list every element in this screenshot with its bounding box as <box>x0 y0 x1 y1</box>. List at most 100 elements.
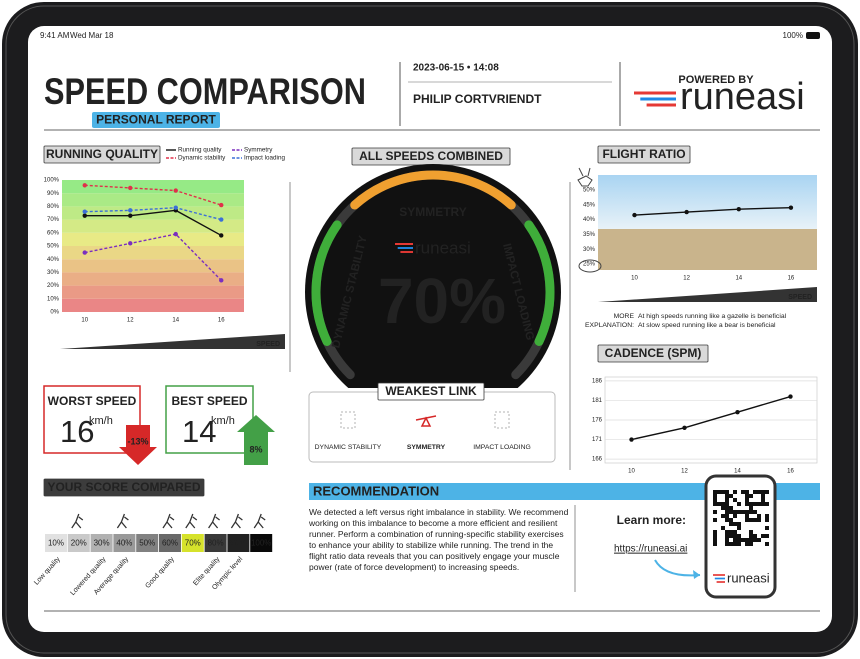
x-tick-label: 10 <box>631 276 638 282</box>
qr-cell <box>753 510 757 514</box>
data-point <box>128 208 133 213</box>
qr-cell <box>721 526 725 530</box>
score-title-box <box>43 478 205 497</box>
data-point <box>788 394 793 399</box>
qr-cell <box>725 490 729 494</box>
qr-cell <box>729 506 733 510</box>
score-level-label: 60% <box>162 539 178 548</box>
qr-cell <box>745 502 749 506</box>
data-point <box>788 205 794 210</box>
x-tick-label: 14 <box>172 318 179 324</box>
phone-logo: runeasi <box>727 570 770 585</box>
score-level <box>45 534 67 552</box>
qr-cell <box>713 494 717 498</box>
data-point <box>219 233 224 238</box>
series-line <box>84 184 222 206</box>
data-point <box>128 185 133 191</box>
page-title: SPEED COMPARISON <box>44 71 366 112</box>
y-tick-label: 10% <box>47 296 60 302</box>
speed-value: 14 <box>182 414 216 449</box>
data-point <box>82 250 87 255</box>
qr-cell <box>741 490 745 494</box>
data-point <box>82 209 87 214</box>
qr-cell <box>725 518 729 522</box>
qr-cell <box>733 530 737 534</box>
chart-title-box <box>597 344 709 363</box>
quality-band <box>62 232 244 246</box>
metric-icon <box>494 411 510 429</box>
subtitle-box <box>92 112 220 128</box>
qr-cell <box>749 494 753 498</box>
qr-cell <box>749 542 753 546</box>
qr-cell <box>725 530 729 534</box>
y-tick-label: 60% <box>47 230 60 236</box>
qr-cell <box>761 498 765 502</box>
learn-more-link[interactable]: https://runeasi.ai <box>614 544 687 555</box>
qr-cell <box>737 534 741 538</box>
qr-cell <box>761 502 765 506</box>
qr-cell <box>733 522 737 526</box>
qr-cell <box>729 510 733 514</box>
score-level-label: 100% <box>251 539 271 548</box>
qr-cell <box>761 534 765 538</box>
series-line <box>84 233 222 281</box>
score-level <box>159 534 181 552</box>
seesaw-icon <box>415 415 437 427</box>
battery-icon <box>806 32 820 39</box>
explanation-text: At slow speed running like a bear is ben… <box>638 322 776 329</box>
score-level <box>136 534 159 552</box>
y-tick-label: 80% <box>47 204 60 210</box>
y-tick-label: 40% <box>47 257 60 263</box>
gauge-segment <box>350 170 516 210</box>
qr-cell <box>757 518 761 522</box>
y-tick-label: 0% <box>50 310 59 316</box>
qr-cell <box>717 502 721 506</box>
data-point <box>219 202 224 208</box>
qr-cell <box>765 490 769 494</box>
change-label: 8% <box>249 444 262 454</box>
qr-cell <box>737 526 741 530</box>
qr-cell <box>765 502 769 506</box>
qr-cell <box>749 538 753 542</box>
speed-value: 16 <box>60 414 94 449</box>
weakest-link-item: IMPACT LOADING <box>473 444 531 451</box>
sky <box>598 175 817 229</box>
qr-cell <box>745 498 749 502</box>
qr-cell <box>745 510 749 514</box>
weakest-link-item: SYMMETRY <box>407 444 446 451</box>
gauge-logo: runeasi <box>415 238 471 257</box>
qr-cell <box>753 502 757 506</box>
recommendation-title: RECOMMENDATION <box>313 483 439 498</box>
qr-cell <box>729 542 733 546</box>
report-datetime: 2023-06-15 • 14:08 <box>413 63 499 74</box>
score-level <box>227 534 250 552</box>
data-point <box>82 183 87 188</box>
data-point <box>219 217 224 222</box>
y-tick-label: 50% <box>47 244 60 250</box>
speed-label: SPEED <box>256 341 280 348</box>
x-tick-label: 12 <box>683 276 690 282</box>
qr-cell <box>765 542 769 546</box>
qr-cell <box>753 534 757 538</box>
runner-icon <box>185 513 198 529</box>
qr-cell <box>713 490 717 494</box>
qr-cell <box>713 502 717 506</box>
y-tick-label: 50% <box>583 187 596 193</box>
brand-logo: runeasi <box>680 76 805 118</box>
legend-label: Running quality <box>178 147 222 154</box>
y-tick-label: 45% <box>583 202 596 208</box>
score-level-label: 50% <box>139 539 155 548</box>
qr-cell <box>725 534 729 538</box>
qr-cell <box>721 506 725 510</box>
status-date: Wed Mar 18 <box>70 31 114 40</box>
quality-band <box>62 259 244 273</box>
qr-cell <box>749 534 753 538</box>
y-tick-label: 171 <box>592 437 603 443</box>
quality-band <box>62 298 244 312</box>
athlete-name: PHILIP CORTVRIENDT <box>413 92 542 106</box>
qr-cell <box>753 490 757 494</box>
qr-cell <box>737 510 741 514</box>
weakest-link-title-box <box>377 382 485 401</box>
x-tick-label: 14 <box>735 276 742 282</box>
